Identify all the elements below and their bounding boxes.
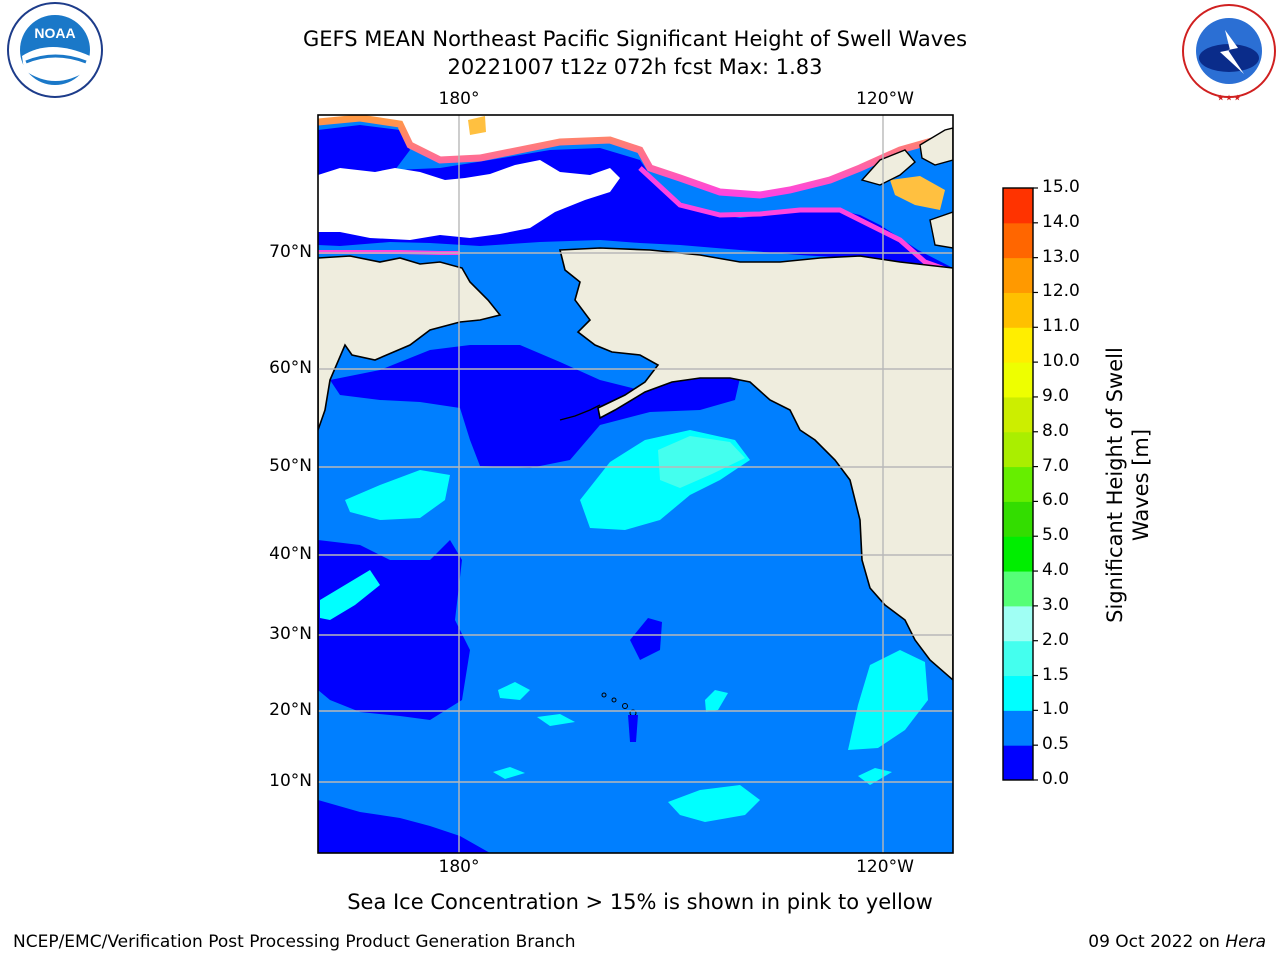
lon-label-top-180: 180° (438, 89, 480, 109)
colorbar-tick-label: 12.0 (1042, 281, 1080, 302)
land-arctic-island-2 (919, 127, 953, 166)
colorbar-segment (1003, 292, 1033, 328)
land-hawaii-1 (601, 692, 607, 698)
colorbar-segment (1003, 640, 1033, 677)
swell-band-low-south (318, 800, 490, 853)
sea-ice-yellow-patch-arctic (468, 116, 486, 135)
land-hawaii-2 (611, 697, 617, 703)
swell-band-low-arctic (318, 125, 953, 285)
colorbar-tick-label: 6.0 (1042, 490, 1070, 511)
colorbar-tick-label: 0.5 (1042, 734, 1070, 755)
colorbar-title-line1: Significant Height of Swell (1103, 347, 1127, 623)
lat-label-60n: 60°N (269, 358, 312, 378)
colorbar-segment (1003, 675, 1033, 711)
colorbar-tick-label: 0.0 (1042, 769, 1070, 789)
colorbar-segment (1003, 188, 1033, 224)
nws-logo: ★ ★ ★ (1182, 4, 1276, 102)
land-hawaii-3 (622, 703, 628, 709)
colorbar-tick-label: 10.0 (1042, 351, 1080, 372)
lat-label-40n: 40°N (269, 544, 312, 564)
colorbar-segment (1003, 257, 1033, 293)
lon-label-top-120w: 120°W (856, 89, 914, 109)
land-north-america (558, 247, 953, 682)
ice-no-data-arctic (318, 115, 953, 195)
colorbar-tick-label: 7.0 (1042, 455, 1070, 476)
lat-label-10n: 10°N (269, 771, 312, 791)
colorbar-segment (1003, 605, 1033, 642)
chart-subtitle: 20221007 t12z 072h fcst Max: 1.83 (447, 55, 823, 79)
colorbar-tick-label: 1.5 (1042, 664, 1070, 685)
map-gridlines (318, 115, 953, 853)
land-arctic-island-3 (929, 211, 953, 249)
colorbar-tick-label: 3.0 (1042, 594, 1070, 615)
colorbar (1003, 187, 1038, 781)
lon-label-bottom-120w: 120°W (856, 857, 914, 877)
footer-machine: Hera (1225, 932, 1266, 952)
swell-low-hawaii-lee (628, 715, 638, 742)
colorbar-segment (1003, 571, 1033, 607)
swell-patch-se-hawaii (705, 690, 728, 712)
swell-patch-gulf-core (658, 436, 745, 488)
colorbar-frame (1002, 187, 1034, 781)
swell-patch-south-central (668, 785, 760, 822)
swell-band-low-central (630, 618, 662, 660)
sea-ice-edge (318, 115, 953, 199)
colorbar-tick-label: 15.0 (1042, 177, 1080, 197)
colorbar-tick-label: 4.0 (1042, 560, 1070, 581)
colorbar-segment (1003, 222, 1033, 259)
swell-patch-hawaii-s (537, 714, 575, 726)
colorbar-tick-label: 8.0 (1042, 420, 1070, 441)
swell-band-low-bering (330, 345, 740, 468)
colorbar-tick-label: 14.0 (1042, 211, 1080, 232)
colorbar-segment (1003, 362, 1033, 398)
map-area (318, 115, 953, 853)
colorbar-tick-label: 9.0 (1042, 385, 1070, 406)
colorbar-segment (1003, 466, 1033, 502)
colorbar-title: Significant Height of Swell Waves [m] (1102, 315, 1154, 655)
colorbar-segment (1003, 501, 1033, 537)
lat-label-50n: 50°N (269, 456, 312, 476)
swell-patch-west-35n (320, 570, 380, 620)
land-aleutians (559, 404, 601, 421)
footer-credit: NCEP/EMC/Verification Post Processing Pr… (13, 932, 576, 952)
sea-ice-yellow-patch-east (890, 176, 945, 210)
swell-patch-west-50n (345, 470, 450, 520)
colorbar-segment (1003, 745, 1033, 781)
sea-ice-edge-east (638, 166, 953, 275)
colorbar-segment (1003, 431, 1033, 468)
swell-band-low-west (318, 540, 470, 720)
chart-title: GEFS MEAN Northeast Pacific Significant … (302, 27, 968, 51)
footer-date: 09 Oct 2022 on Hera (1088, 932, 1266, 952)
ice-no-data-region (318, 160, 620, 240)
lat-label-20n: 20°N (269, 700, 312, 720)
colorbar-title-line2: Waves [m] (1129, 428, 1153, 542)
colorbar-segment (1003, 396, 1033, 433)
noaa-logo: NOAA (7, 2, 103, 98)
colorbar-segment (1003, 327, 1033, 363)
colorbar-tick-label: 5.0 (1042, 525, 1070, 546)
swell-patch-baja (848, 650, 928, 750)
colorbar-tick-label: 2.0 (1042, 629, 1070, 650)
svg-text:★ ★ ★: ★ ★ ★ (1218, 94, 1241, 102)
swell-patch-hawaii-w (498, 682, 530, 700)
map-frame (317, 114, 954, 854)
lon-label-bottom-180: 180° (438, 857, 480, 877)
swell-patch-south-small (493, 767, 525, 779)
colorbar-segment (1003, 710, 1033, 746)
colorbar-tick-label: 1.0 (1042, 699, 1070, 720)
sea-ice-caption: Sea Ice Concentration > 15% is shown in … (347, 890, 933, 914)
colorbar-tick-label: 11.0 (1042, 316, 1080, 337)
lat-label-30n: 30°N (269, 624, 312, 644)
lat-label-70n: 70°N (269, 242, 312, 262)
footer-date-text: 09 Oct 2022 on (1088, 932, 1226, 952)
colorbar-segment (1003, 536, 1033, 572)
noaa-logo-text: NOAA (34, 25, 75, 41)
colorbar-tick-label: 13.0 (1042, 246, 1080, 267)
land-arctic-island-1 (860, 149, 916, 186)
